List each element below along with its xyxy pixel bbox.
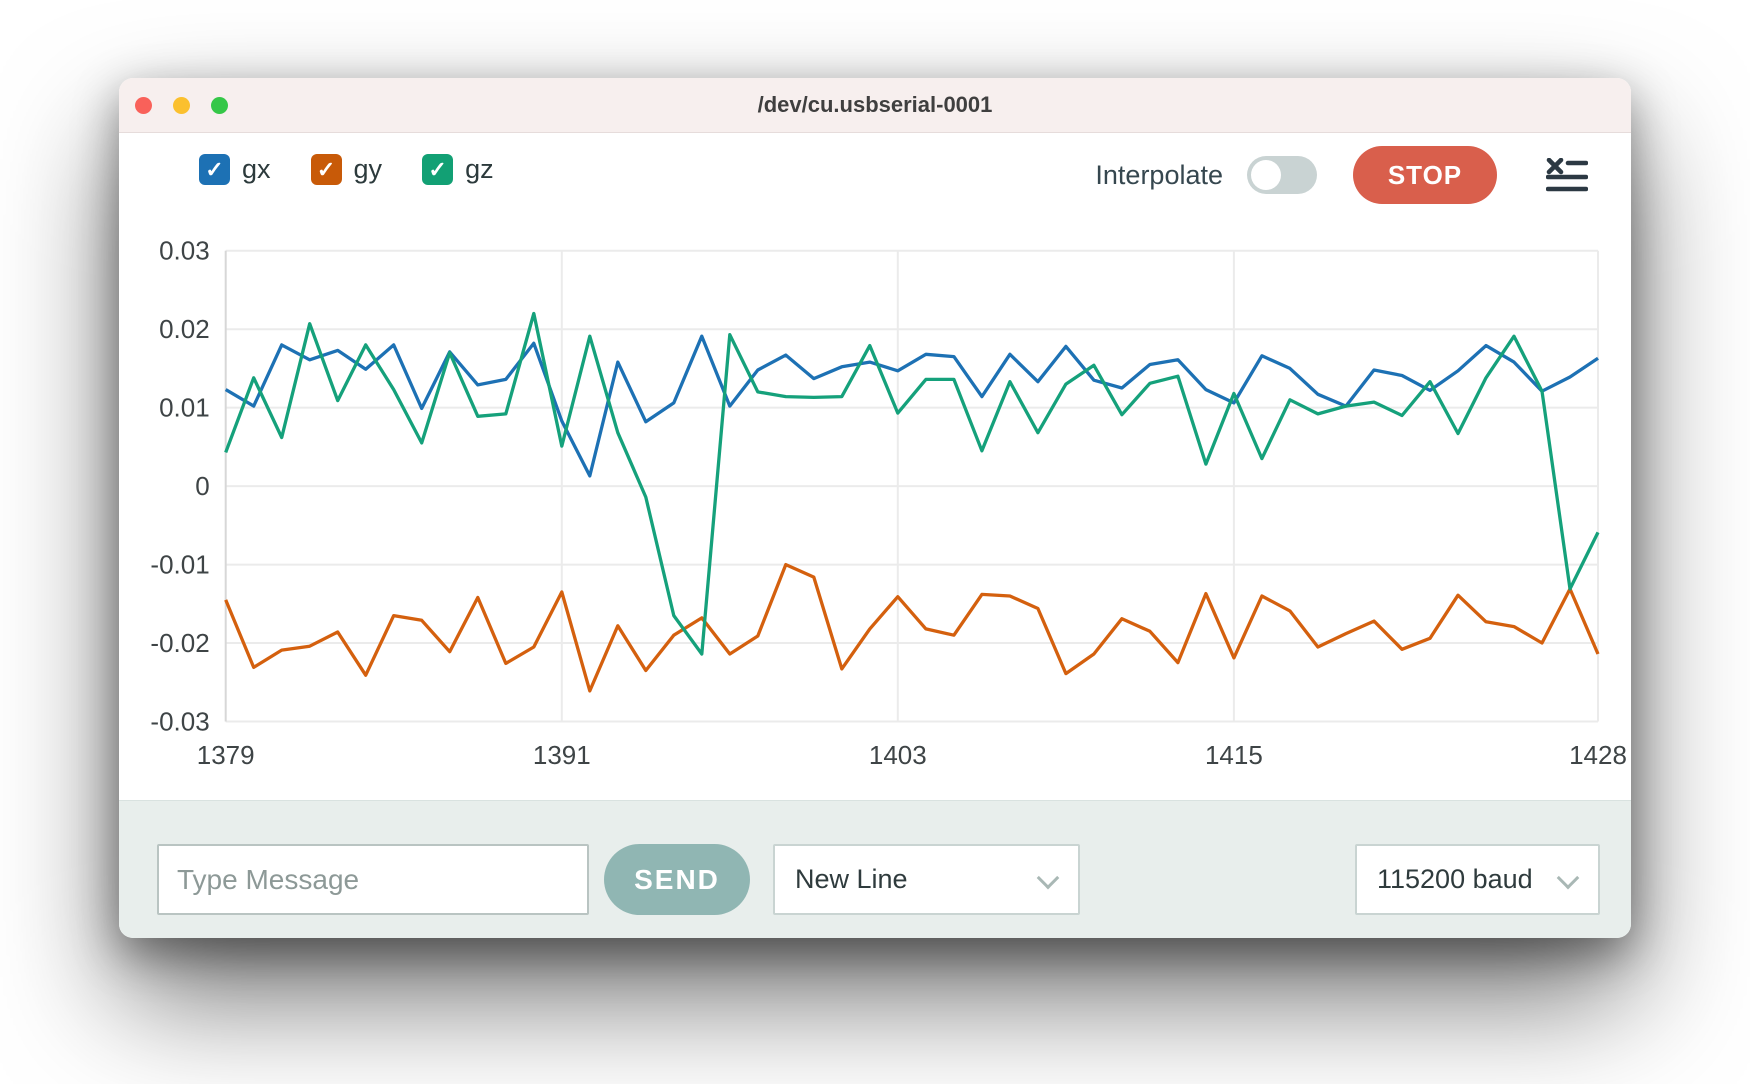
chevron-down-icon bbox=[1036, 866, 1060, 890]
svg-text:1415: 1415 bbox=[1205, 740, 1263, 770]
checkbox-gz[interactable]: ✓ bbox=[422, 154, 454, 185]
baud-rate-select[interactable]: 115200 baud bbox=[1355, 844, 1600, 915]
close-button[interactable] bbox=[135, 97, 152, 114]
svg-text:0.03: 0.03 bbox=[159, 236, 210, 266]
clear-list-icon bbox=[1545, 157, 1589, 192]
svg-text:-0.03: -0.03 bbox=[150, 707, 209, 737]
app-window: /dev/cu.usbserial-0001 ✓ gx ✓ gy ✓ gz In… bbox=[119, 78, 1631, 938]
checkbox-gx[interactable]: ✓ bbox=[199, 154, 230, 185]
svg-text:1391: 1391 bbox=[533, 740, 591, 770]
checkbox-gy[interactable]: ✓ bbox=[310, 154, 342, 185]
interpolate-label: Interpolate bbox=[1095, 159, 1223, 190]
send-button[interactable]: SEND bbox=[604, 844, 750, 915]
line-ending-select[interactable]: New Line bbox=[773, 844, 1080, 915]
interpolate-toggle[interactable] bbox=[1247, 156, 1317, 194]
message-input[interactable] bbox=[157, 844, 589, 915]
line-ending-value: New Line bbox=[795, 864, 908, 894]
legend-item-gz: ✓ gz bbox=[422, 154, 494, 185]
legend-label-gy: gy bbox=[353, 154, 383, 184]
minimize-button[interactable] bbox=[173, 97, 190, 114]
svg-text:-0.02: -0.02 bbox=[150, 628, 209, 658]
titlebar: /dev/cu.usbserial-0001 bbox=[119, 78, 1631, 133]
svg-text:0: 0 bbox=[195, 471, 209, 501]
legend-label-gx: gx bbox=[242, 154, 271, 184]
clear-list-button[interactable] bbox=[1545, 157, 1589, 192]
window-title: /dev/cu.usbserial-0001 bbox=[757, 92, 993, 117]
svg-text:0.01: 0.01 bbox=[159, 393, 210, 423]
plot-controls: Interpolate STOP bbox=[1095, 145, 1589, 205]
svg-text:0.02: 0.02 bbox=[159, 314, 210, 344]
legend-label-gz: gz bbox=[465, 154, 494, 184]
legend-item-gy: ✓ gy bbox=[310, 154, 383, 185]
svg-text:1428: 1428 bbox=[1569, 740, 1627, 770]
zoom-button[interactable] bbox=[211, 97, 228, 114]
series-legend: ✓ gx ✓ gy ✓ gz bbox=[199, 154, 494, 185]
baud-rate-value: 115200 baud bbox=[1377, 864, 1533, 894]
svg-text:-0.01: -0.01 bbox=[150, 550, 209, 580]
chevron-down-icon bbox=[1556, 866, 1580, 890]
svg-text:1403: 1403 bbox=[869, 740, 927, 770]
toggle-knob bbox=[1251, 160, 1281, 190]
legend-item-gx: ✓ gx bbox=[199, 154, 271, 185]
message-bar: SEND New Line 115200 baud bbox=[119, 800, 1631, 938]
stop-button[interactable]: STOP bbox=[1353, 146, 1497, 204]
svg-text:1379: 1379 bbox=[197, 740, 255, 770]
